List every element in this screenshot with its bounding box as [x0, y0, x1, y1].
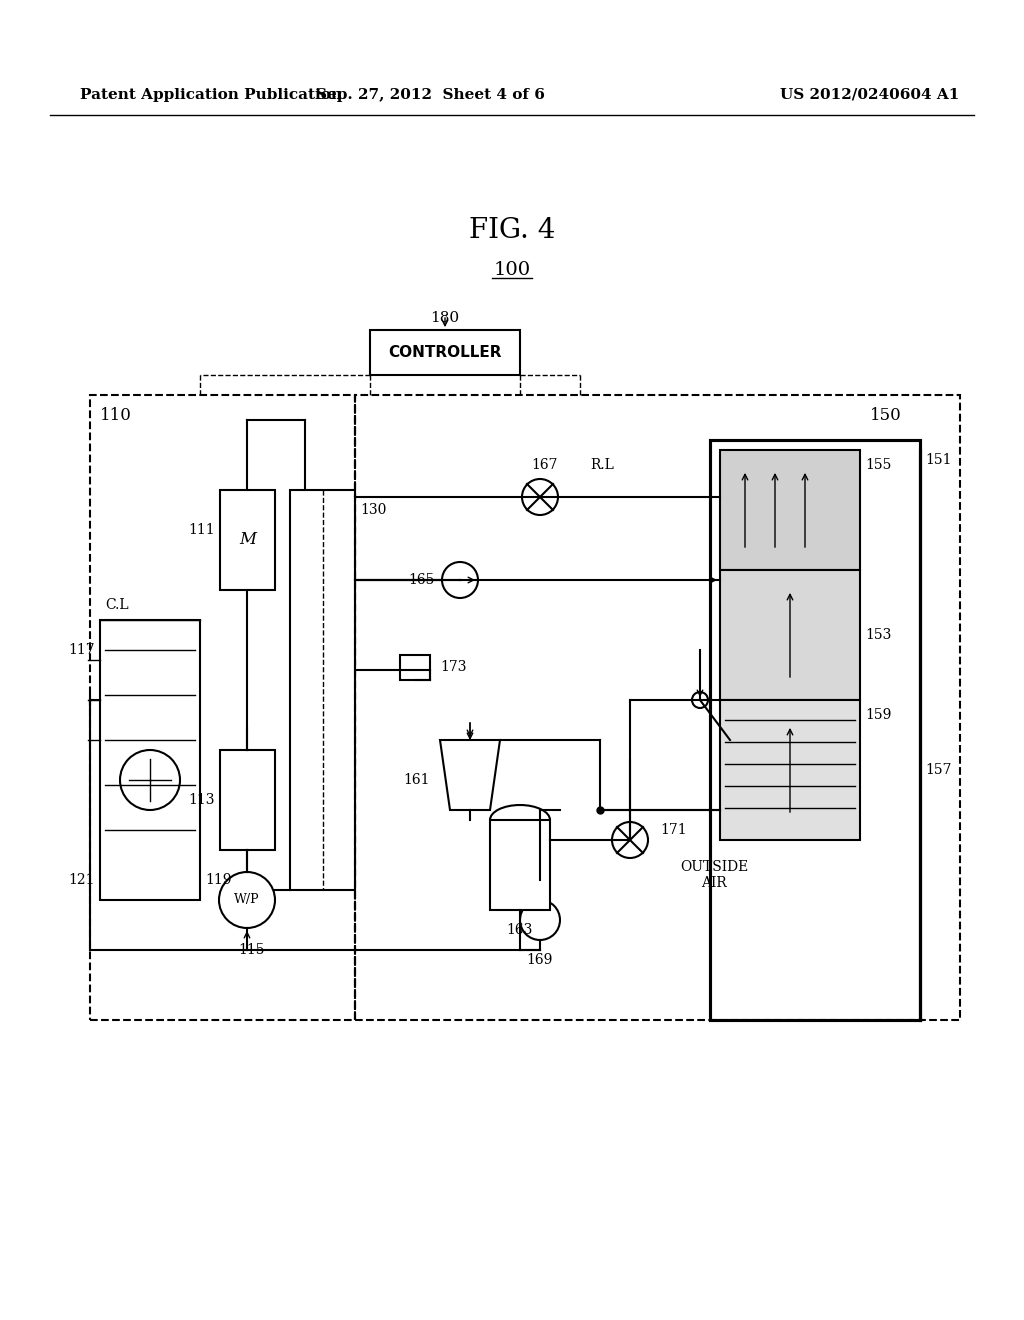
Text: 130: 130 [360, 503, 386, 517]
Text: 110: 110 [100, 407, 132, 424]
Bar [100, 620, 200, 900]
Text: 119: 119 [205, 873, 231, 887]
Text: 167: 167 [531, 458, 558, 473]
Text: W/P: W/P [234, 894, 260, 907]
Text: 157: 157 [925, 763, 951, 777]
Circle shape [219, 873, 275, 928]
Bar [290, 490, 355, 890]
Text: R.L: R.L [590, 458, 613, 473]
Text: Sep. 27, 2012  Sheet 4 of 6: Sep. 27, 2012 Sheet 4 of 6 [315, 88, 545, 102]
Text: M: M [239, 532, 256, 549]
Text: 173: 173 [440, 660, 467, 675]
Text: 163: 163 [507, 923, 534, 937]
Text: 169: 169 [526, 953, 553, 968]
Text: 150: 150 [870, 407, 902, 424]
Text: 180: 180 [430, 312, 460, 325]
Bar [720, 570, 860, 700]
Text: 111: 111 [188, 523, 215, 537]
Bar [220, 490, 275, 590]
Text: 161: 161 [403, 774, 430, 787]
Bar [355, 395, 961, 1020]
Bar [720, 700, 860, 840]
Text: FIG. 4: FIG. 4 [469, 216, 555, 243]
Text: Patent Application Publication: Patent Application Publication [80, 88, 342, 102]
Text: 151: 151 [925, 453, 951, 467]
Circle shape [522, 479, 558, 515]
Circle shape [692, 692, 708, 708]
Bar [400, 655, 430, 680]
Text: 100: 100 [494, 261, 530, 279]
FancyBboxPatch shape [370, 330, 520, 375]
Text: 121: 121 [69, 873, 95, 887]
Text: C.L: C.L [105, 598, 129, 612]
Text: 115: 115 [239, 942, 265, 957]
Circle shape [442, 562, 478, 598]
Circle shape [612, 822, 648, 858]
Text: 113: 113 [188, 793, 215, 807]
Bar [90, 395, 355, 1020]
Text: 155: 155 [865, 458, 891, 473]
Text: 153: 153 [865, 628, 891, 642]
Text: OUTSIDE
AIR: OUTSIDE AIR [680, 859, 749, 890]
Text: 171: 171 [660, 822, 687, 837]
Text: 117: 117 [69, 643, 95, 657]
Bar [490, 820, 550, 909]
Polygon shape [440, 741, 500, 810]
Text: 165: 165 [409, 573, 435, 587]
Bar [720, 450, 860, 570]
Bar [220, 750, 275, 850]
Text: CONTROLLER: CONTROLLER [388, 345, 502, 360]
Text: 159: 159 [865, 708, 891, 722]
Circle shape [120, 750, 180, 810]
Circle shape [520, 900, 560, 940]
Bar [710, 440, 920, 1020]
Text: US 2012/0240604 A1: US 2012/0240604 A1 [780, 88, 959, 102]
